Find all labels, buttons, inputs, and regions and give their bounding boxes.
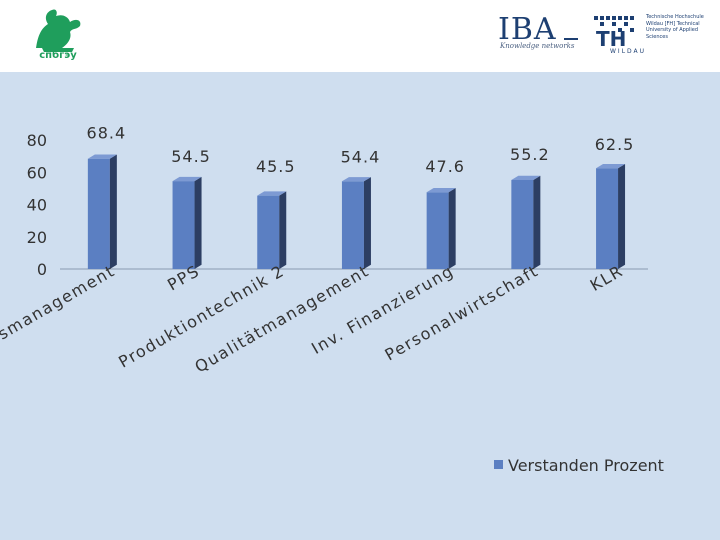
data-label: 47.6 <box>425 157 465 176</box>
bar-front <box>426 192 449 269</box>
x-tick-label: Personalwirtschaft <box>382 261 542 365</box>
th-wildau-label: WILDAU <box>610 48 647 55</box>
bar-side <box>194 176 202 269</box>
bar-top <box>426 188 456 193</box>
bar <box>511 175 541 269</box>
bar <box>341 177 371 269</box>
bar-front <box>341 181 364 269</box>
x-tick-label: Inv. Finanzierung <box>308 261 457 358</box>
y-axis: 0 20 40 60 80 <box>27 131 47 279</box>
bar-top <box>341 177 371 182</box>
bar <box>426 188 456 269</box>
bars-group <box>87 154 626 269</box>
iba-logo-underline <box>564 38 578 40</box>
bar-side <box>618 164 626 269</box>
bar-side <box>448 188 456 269</box>
bar-side <box>533 175 541 269</box>
bar-top <box>511 175 541 180</box>
university-logo-icon <box>36 9 81 52</box>
bar-front <box>596 168 619 269</box>
data-labels-group: 68.4 54.5 45.5 54.4 47.6 55.2 62.5 <box>87 124 635 176</box>
bar-front <box>172 181 195 269</box>
bar-side <box>279 191 287 269</box>
y-tick-label: 0 <box>37 260 47 279</box>
legend-label: Verstanden Prozent <box>508 456 664 475</box>
bar-top <box>596 164 626 169</box>
legend: Verstanden Prozent <box>494 456 664 475</box>
data-label: 62.5 <box>595 135 635 154</box>
x-tick-label: Führungsmanagement <box>0 261 118 382</box>
data-label: 55.2 <box>510 145 550 164</box>
th-wildau-side-text: Technische Hochschule Wildau [FH] Techni… <box>646 14 704 40</box>
iba-logo: IBA <box>498 12 557 47</box>
bar <box>87 154 117 269</box>
th-wildau-logo-icon: TH <box>594 16 634 51</box>
bar <box>596 164 626 269</box>
svg-text:TH: TH <box>596 27 626 51</box>
bar-front <box>257 195 280 269</box>
header-bar: спбгэу IBA Knowledge networks TH WILDAU … <box>0 0 720 72</box>
bar-side <box>109 154 117 269</box>
bar-top <box>257 191 287 196</box>
iba-tagline: Knowledge networks <box>500 42 575 50</box>
slide-background <box>0 72 720 540</box>
bar-front <box>511 179 534 269</box>
bar <box>172 176 202 269</box>
bar-top <box>87 154 117 159</box>
y-tick-label: 20 <box>27 228 47 247</box>
y-tick-label: 60 <box>27 163 47 182</box>
data-label: 54.4 <box>341 147 381 166</box>
bar-side <box>363 177 371 269</box>
university-logo-text: спбгэу <box>39 50 77 61</box>
bar-top <box>172 176 202 182</box>
bar-front <box>87 158 110 269</box>
bar <box>257 191 287 269</box>
data-label: 54.5 <box>171 147 211 166</box>
y-tick-label: 40 <box>27 196 47 215</box>
data-label: 45.5 <box>256 157 296 176</box>
data-label: 68.4 <box>87 124 127 143</box>
legend-swatch <box>494 460 503 469</box>
y-tick-label: 80 <box>27 131 47 150</box>
